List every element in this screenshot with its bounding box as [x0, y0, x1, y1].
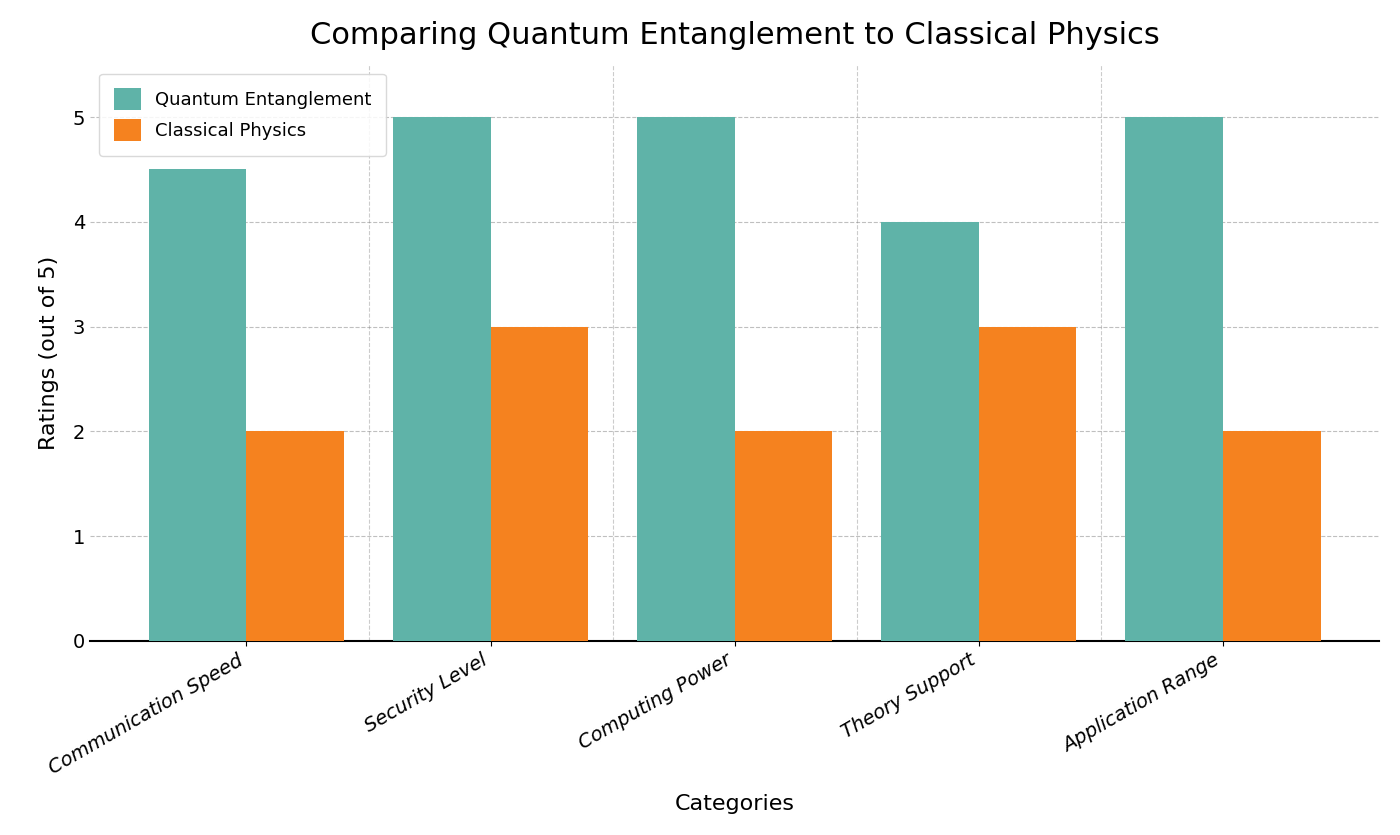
- Bar: [881, 222, 979, 640]
- X-axis label: Categories: Categories: [675, 794, 795, 814]
- Bar: [393, 117, 490, 640]
- Bar: [148, 170, 246, 640]
- Bar: [735, 432, 833, 640]
- Bar: [1224, 432, 1320, 640]
- Bar: [979, 326, 1077, 640]
- Bar: [637, 117, 735, 640]
- Bar: [1126, 117, 1224, 640]
- Y-axis label: Ratings (out of 5): Ratings (out of 5): [39, 256, 59, 450]
- Title: Comparing Quantum Entanglement to Classical Physics: Comparing Quantum Entanglement to Classi…: [309, 21, 1159, 50]
- Bar: [246, 432, 344, 640]
- Bar: [490, 326, 588, 640]
- Legend: Quantum Entanglement, Classical Physics: Quantum Entanglement, Classical Physics: [99, 73, 386, 155]
